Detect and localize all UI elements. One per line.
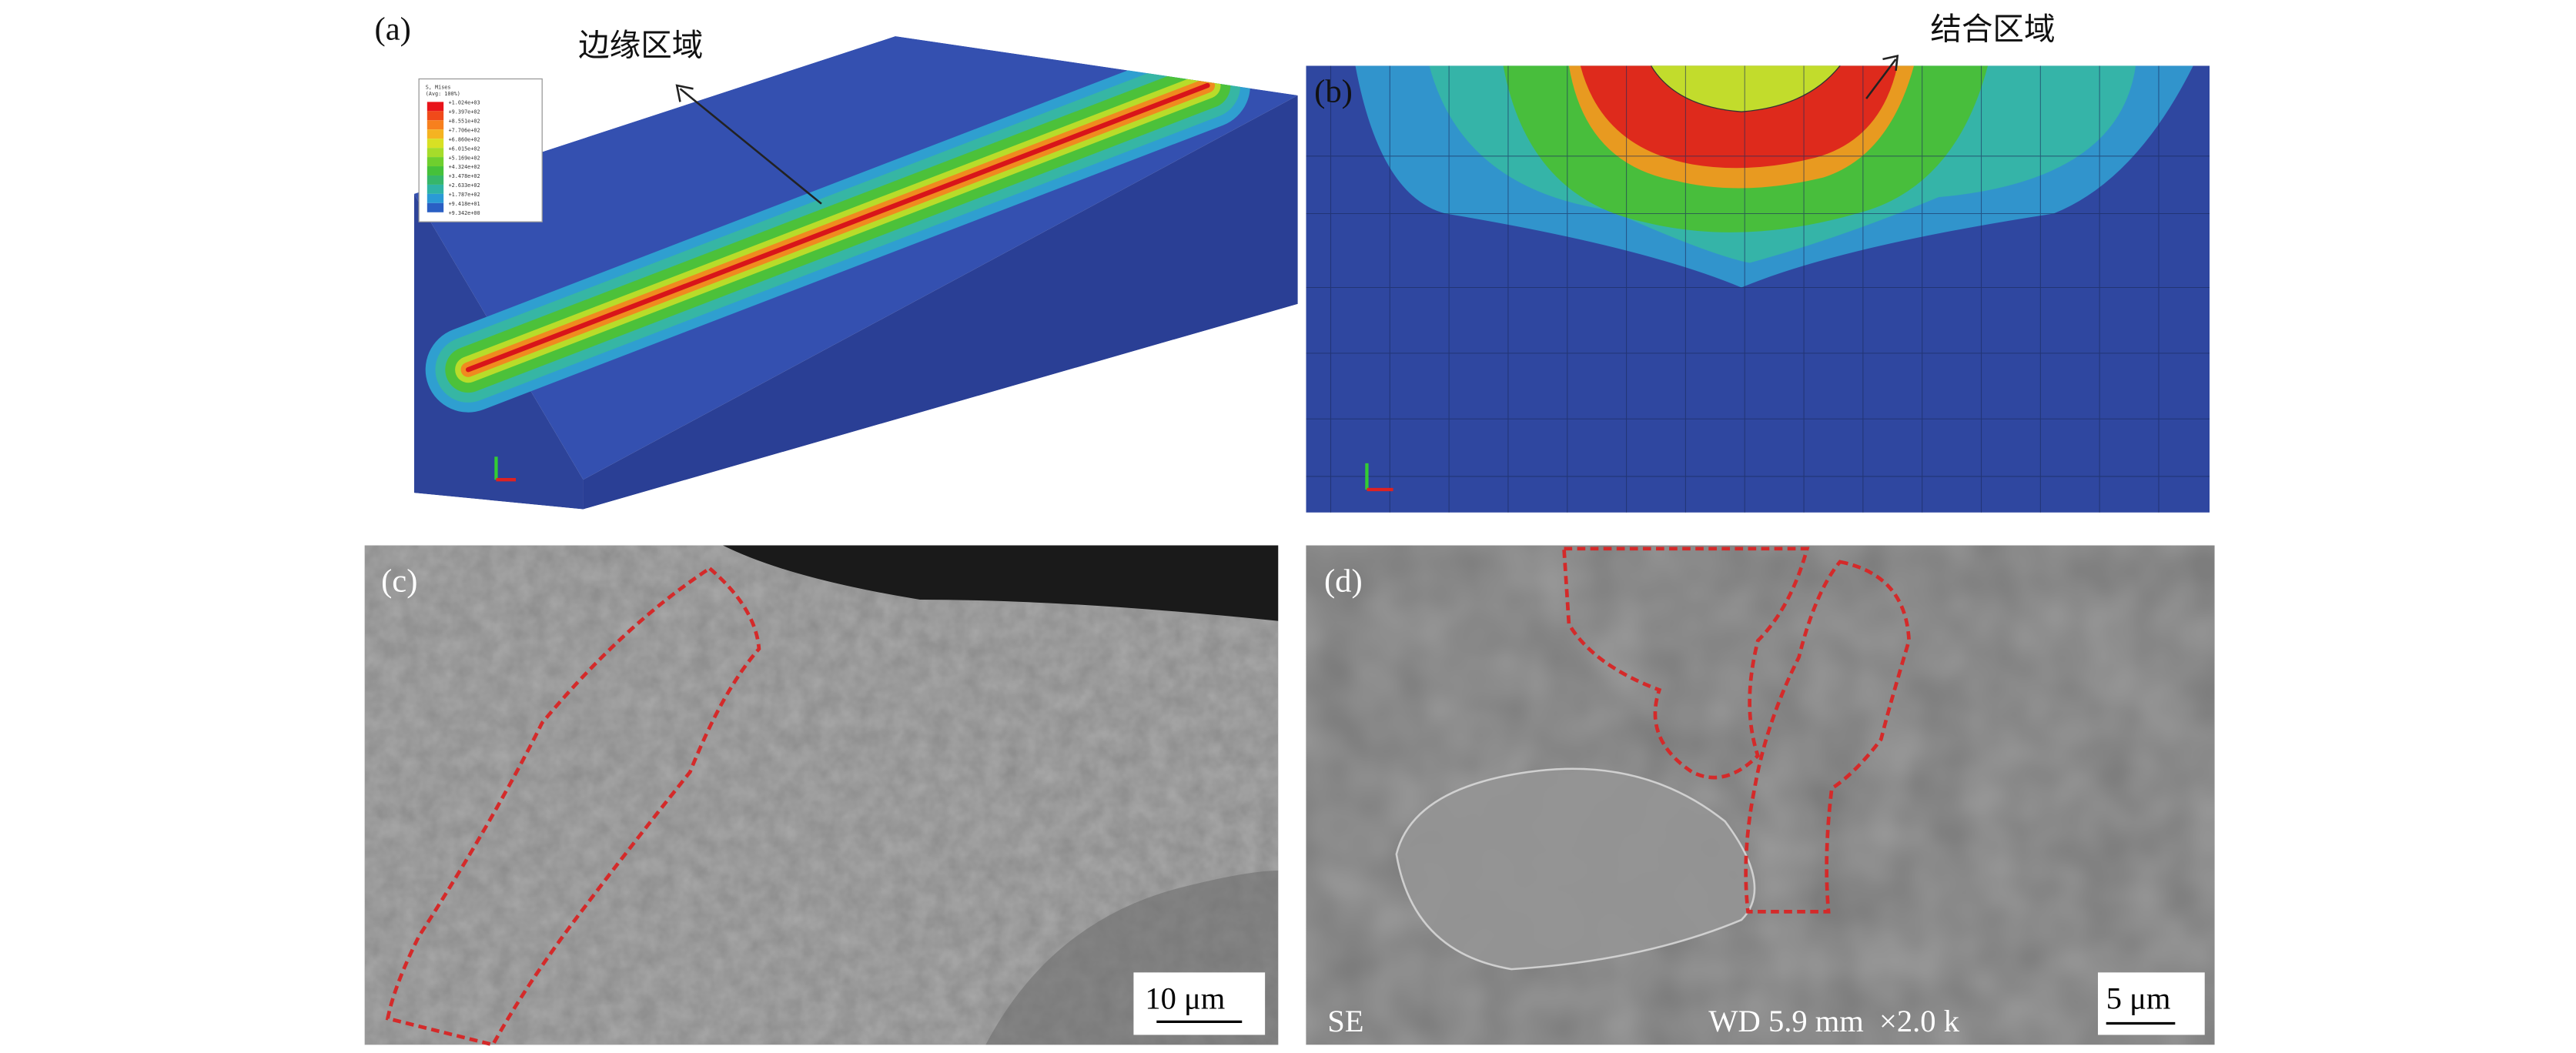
legend-value: +6.860e+02 xyxy=(449,136,480,142)
legend-title: S, Mises xyxy=(426,84,451,90)
arrow-icon xyxy=(675,84,822,205)
legend-value: +9.342e+00 xyxy=(449,210,480,216)
scale-bar-label: 5 μm xyxy=(2106,981,2171,1015)
legend-swatch xyxy=(427,175,444,185)
legend-swatch xyxy=(427,120,444,130)
annotation-edge-region: 边缘区域 xyxy=(578,27,703,64)
legend-value: +6.015e+02 xyxy=(449,145,480,152)
legend-swatch xyxy=(427,139,444,149)
legend-subtitle: (Avg: 100%) xyxy=(426,91,460,97)
legend-value: +5.169e+02 xyxy=(449,155,480,161)
sem-info: WD 5.9 mm ×2.0 k xyxy=(1708,1004,1959,1038)
annotation-bonding-region: 结合区域 xyxy=(1930,10,2055,47)
legend-value: +7.706e+02 xyxy=(449,127,480,133)
axis-triad-icon xyxy=(494,456,517,482)
legend-swatch xyxy=(427,111,444,121)
panel-label-c: (c) xyxy=(381,563,417,599)
legend-value: +1.787e+02 xyxy=(449,192,480,198)
legend-swatch xyxy=(427,166,444,176)
panel-label-d: (d) xyxy=(1324,563,1363,599)
legend-value: +2.633e+02 xyxy=(449,182,480,189)
legend-swatch xyxy=(427,184,444,194)
legend-swatch xyxy=(427,157,444,167)
legend-value: +1.024e+03 xyxy=(449,100,480,106)
legend-swatch xyxy=(427,202,444,212)
panel-label-b: (b) xyxy=(1314,73,1353,109)
legend-swatch xyxy=(427,129,444,139)
legend-swatch xyxy=(427,102,444,112)
red-dashed-outline xyxy=(1744,560,1911,914)
panel-b: (b) 结合区域 xyxy=(1306,10,2210,513)
weld-stress-band xyxy=(425,42,1250,413)
panel-c: (c) 10 μm xyxy=(364,545,1279,1047)
arrow-icon xyxy=(1865,54,1899,99)
scale-bar-label: 10 μm xyxy=(1145,981,1225,1015)
red-dashed-outline xyxy=(385,566,761,1047)
crack-gap xyxy=(722,545,1279,621)
fea-3d-model xyxy=(413,36,1298,510)
panel-a: S, Mises (Avg: 100%) +1.024e+03 +9.397e+0… xyxy=(375,11,1298,510)
panel-d: (d) SE WD 5.9 mm ×2.0 k 5 μm xyxy=(1306,545,2215,1045)
legend-swatch xyxy=(427,148,444,158)
legend-value: +9.418e+01 xyxy=(449,201,480,207)
legend-swatch xyxy=(427,193,444,203)
legend-value: +4.324e+02 xyxy=(449,164,480,170)
red-dashed-outline xyxy=(1561,547,1810,780)
axis-triad-icon xyxy=(1365,463,1393,492)
panel-label-a: (a) xyxy=(375,11,411,47)
detector-label: SE xyxy=(1327,1004,1363,1038)
fea-cross-section xyxy=(1306,65,2210,513)
legend: S, Mises (Avg: 100%) +1.024e+03 +9.397e+0… xyxy=(418,78,543,222)
legend-value: +9.397e+02 xyxy=(449,109,480,115)
legend-value: +3.478e+02 xyxy=(449,173,480,179)
scale-bar-d: 5 μm xyxy=(2098,972,2205,1035)
legend-value: +8.551e+02 xyxy=(449,118,480,124)
scale-bar-c: 10 μm xyxy=(1133,972,1266,1035)
